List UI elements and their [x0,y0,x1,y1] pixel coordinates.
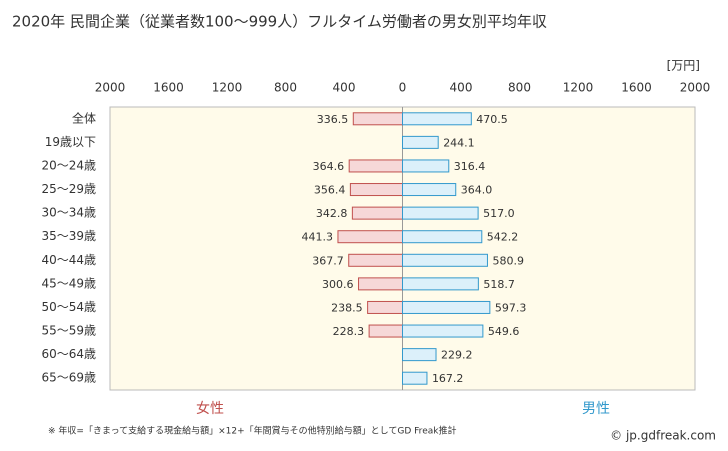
category-label: 60～64歳 [41,347,96,361]
bar [402,230,483,244]
value-label: 364.6 [313,160,345,173]
x-tick-label: 800 [274,81,297,95]
category-label: 19歳以下 [45,135,96,149]
x-tick-label: 800 [508,81,531,95]
bar [368,324,403,338]
value-label: 228.3 [333,325,365,338]
x-tick-label: 1600 [153,81,184,95]
category-label: 40～44歳 [41,253,96,267]
value-label: 518.7 [483,278,515,291]
bar [358,277,404,291]
value-label: 367.7 [312,254,344,267]
value-label: 244.1 [443,136,475,149]
value-label: 517.0 [483,207,514,220]
category-label: 30～34歳 [41,206,96,220]
source: © jp.gdfreak.com [610,429,716,443]
bar [402,112,472,126]
value-label: 597.3 [495,301,526,314]
bar [402,277,479,291]
value-label: 300.6 [322,278,354,291]
bar [348,159,403,173]
footnote: ※ 年収=「きまって支給する現金給与額」×12+「年間賞与その他特別給与額」とし… [48,425,456,437]
x-tick-label: 2000 [95,81,126,95]
category-label: 35～39歳 [41,229,96,243]
value-label: 167.2 [432,372,464,385]
bar [402,324,484,338]
bar [367,300,404,314]
bar [349,183,403,197]
bar [348,253,403,267]
bar [402,371,428,385]
bar [402,348,437,362]
bar [402,135,439,149]
category-label: 65～69歳 [41,371,96,385]
unit-label: [万円] [667,59,700,73]
x-tick-label: 400 [450,81,473,95]
bar [402,159,450,173]
x-tick-label: 400 [333,81,356,95]
value-label: 549.6 [488,325,520,338]
value-label: 356.4 [314,184,346,197]
value-label: 580.9 [492,254,524,267]
legend-label: 女性 [196,400,224,417]
bar [352,112,403,126]
value-label: 342.8 [316,207,348,220]
value-label: 336.5 [317,113,349,126]
value-label: 229.2 [441,349,473,362]
value-label: 316.4 [454,160,486,173]
bar [402,206,479,220]
x-tick-label: 1200 [212,81,243,95]
x-tick-label: 0 [399,81,407,95]
bar [402,183,457,197]
value-label: 542.2 [487,231,519,244]
chart-title: 2020年 民間企業（従業者数100～999人）フルタイム労働者の男女別平均年収 [12,13,547,31]
category-label: 50～54歳 [41,300,96,314]
value-label: 364.0 [461,184,493,197]
bar [337,230,403,244]
legend-label: 男性 [582,401,610,417]
x-tick-label: 1200 [563,81,594,95]
category-label: 25～29歳 [41,182,96,196]
category-label: 20～24歳 [41,158,96,172]
bar [351,206,404,220]
bar [402,253,488,267]
category-label: 45～49歳 [41,276,96,290]
category-label: 全体 [72,110,96,125]
value-label: 238.5 [331,301,363,314]
x-tick-label: 2000 [680,81,711,95]
value-label: 441.3 [301,231,333,244]
category-label: 55～59歳 [41,324,96,338]
x-tick-label: 1600 [621,81,652,95]
value-label: 470.5 [476,113,508,126]
bar [402,300,491,314]
